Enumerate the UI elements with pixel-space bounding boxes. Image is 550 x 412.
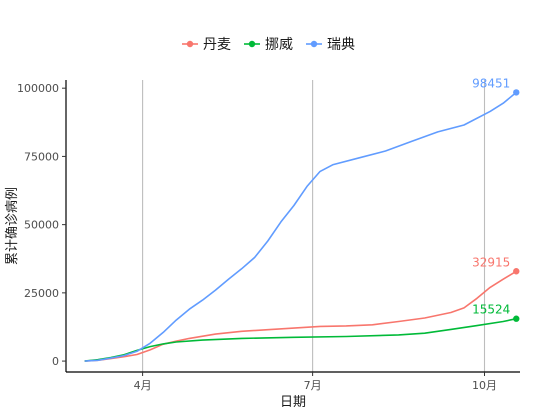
series-line-3 bbox=[84, 91, 517, 362]
x-axis-title: 日期 bbox=[280, 395, 306, 410]
legend-key-point bbox=[310, 40, 318, 48]
y-tick-label: 0 bbox=[52, 355, 59, 368]
ticks: 4月 7月 10月 0 25000 50000 75000 100000 bbox=[17, 82, 497, 392]
series-end-point-2 bbox=[513, 315, 520, 322]
legend-key-point bbox=[248, 40, 256, 48]
series-end-point-1 bbox=[513, 268, 520, 275]
series-line-2 bbox=[84, 317, 517, 362]
axes bbox=[65, 80, 520, 373]
gridlines bbox=[142, 80, 486, 372]
y-tick-label: 50000 bbox=[24, 219, 59, 232]
y-axis-title: 累计确诊病例 bbox=[5, 187, 20, 265]
x-tick-label: 10月 bbox=[472, 379, 497, 392]
legend-label: 丹麦 bbox=[203, 37, 231, 53]
legend: 丹麦 挪威 瑞典 bbox=[182, 37, 355, 53]
series-line-1 bbox=[84, 270, 517, 362]
series-end-point-3 bbox=[513, 89, 520, 96]
series-lines: 32915 15524 98451 bbox=[84, 76, 520, 362]
legend-item-2: 挪威 bbox=[244, 37, 293, 53]
series-end-label-2: 15524 bbox=[472, 303, 510, 317]
series-end-label-1: 32915 bbox=[472, 255, 510, 269]
legend-label: 瑞典 bbox=[327, 37, 355, 53]
y-tick-label: 100000 bbox=[17, 82, 59, 95]
legend-label: 挪威 bbox=[265, 37, 293, 53]
legend-item-1: 丹麦 bbox=[182, 37, 231, 53]
y-tick-label: 25000 bbox=[24, 287, 59, 300]
y-tick-label: 75000 bbox=[24, 150, 59, 163]
series-end-label-3: 98451 bbox=[472, 76, 510, 90]
legend-key-point bbox=[186, 40, 194, 48]
legend-item-3: 瑞典 bbox=[306, 37, 355, 53]
x-tick-label: 4月 bbox=[134, 379, 152, 392]
x-tick-label: 7月 bbox=[304, 379, 322, 392]
